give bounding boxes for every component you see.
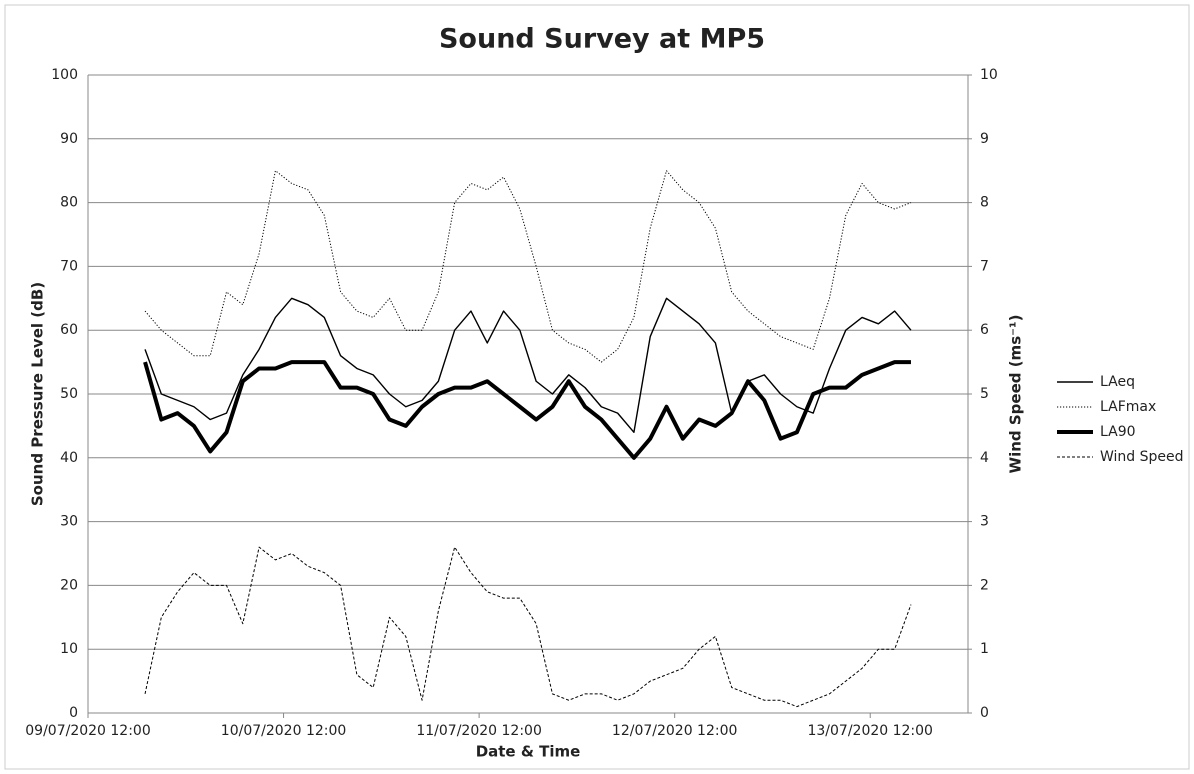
y-tick-label: 50 — [60, 386, 78, 402]
y-axis-label: Sound Pressure Level (dB) — [29, 282, 47, 506]
legend-label: LA90 — [1100, 424, 1136, 440]
x-tick-label: 10/07/2020 12:00 — [221, 723, 347, 739]
series-line — [144, 297, 912, 433]
y2-tick-label: 4 — [980, 450, 989, 466]
x-tick-label: 12/07/2020 12:00 — [612, 723, 738, 739]
series-line — [144, 546, 912, 708]
x-tick-label: 09/07/2020 12:00 — [25, 723, 151, 739]
y2-tick-label: 0 — [980, 705, 989, 721]
y-tick-label: 100 — [51, 67, 78, 83]
y-tick-label: 30 — [60, 514, 78, 530]
y2-axis-label: Wind Speed (ms⁻¹) — [1007, 315, 1025, 474]
legend-label: LAeq — [1100, 374, 1135, 390]
y-tick-label: 80 — [60, 195, 78, 211]
legend-label: Wind Speed — [1100, 449, 1184, 465]
y2-tick-label: 5 — [980, 386, 989, 402]
y-tick-label: 20 — [60, 577, 78, 593]
y2-tick-label: 8 — [980, 195, 989, 211]
legend-label: LAFmax — [1100, 399, 1156, 415]
y2-tick-label: 7 — [980, 258, 989, 274]
y-tick-label: 70 — [60, 258, 78, 274]
y2-tick-label: 3 — [980, 514, 989, 530]
y-tick-label: 90 — [60, 131, 78, 147]
y2-tick-label: 1 — [980, 641, 989, 657]
y-tick-label: 60 — [60, 322, 78, 338]
x-axis-label: Date & Time — [476, 743, 581, 761]
y2-tick-label: 10 — [980, 67, 998, 83]
frame — [4, 4, 1190, 770]
y2-tick-label: 2 — [980, 577, 989, 593]
series-line — [143, 360, 911, 460]
y2-tick-label: 6 — [980, 322, 989, 338]
chart-title: Sound Survey at MP5 — [439, 24, 765, 55]
y-tick-label: 0 — [69, 705, 78, 721]
y-tick-label: 10 — [60, 641, 78, 657]
x-tick-label: 11/07/2020 12:00 — [416, 723, 542, 739]
y2-tick-label: 9 — [980, 131, 989, 147]
y-tick-label: 40 — [60, 450, 78, 466]
x-tick-label: 13/07/2020 12:00 — [807, 723, 933, 739]
